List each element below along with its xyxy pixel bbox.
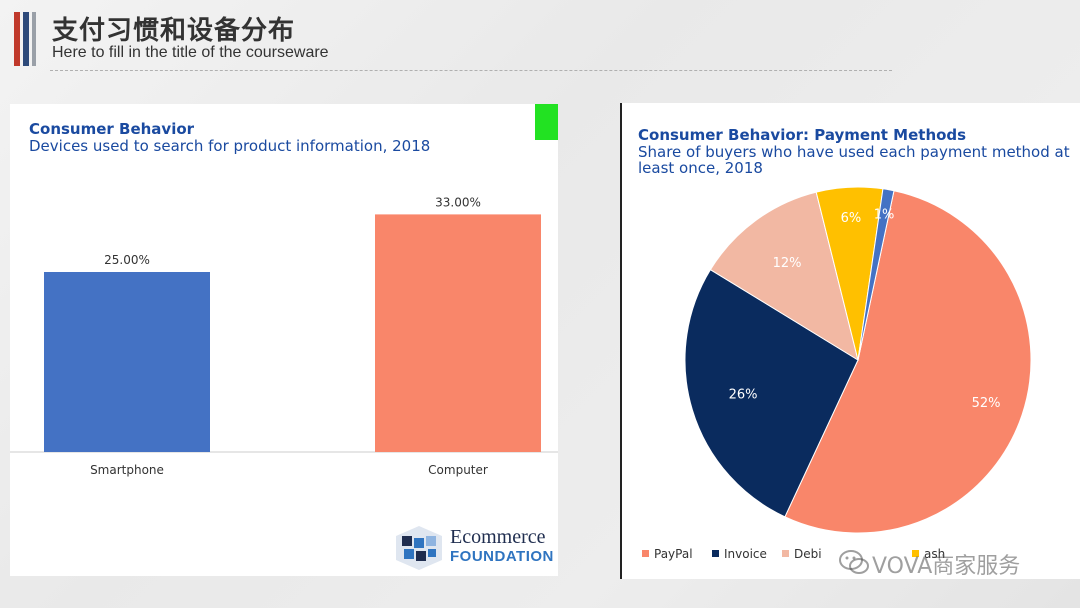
legend-swatch xyxy=(712,550,719,557)
pie-slice-cash xyxy=(857,188,895,361)
legend-label: PayPal xyxy=(654,547,693,561)
logo-line2: FOUNDATION xyxy=(450,548,554,565)
payment-chart-subtitle: Share of buyers who have used each payme… xyxy=(638,143,1070,177)
bar-computer xyxy=(375,214,541,452)
ecommerce-foundation-logo: Ecommerce FOUNDATION xyxy=(392,522,562,570)
accent-bar-blue xyxy=(23,12,29,66)
device-chart-subtitle: Devices used to search for product infor… xyxy=(29,137,431,155)
page-subtitle: Here to fill in the title of the coursew… xyxy=(52,44,329,61)
pie-slice-label: 6% xyxy=(841,211,862,226)
pie-slice-label: 52% xyxy=(972,396,1001,411)
x-tick-label: Smartphone xyxy=(90,463,164,477)
pie-slice-paypal xyxy=(784,190,1032,534)
payment-chart-panel: Consumer Behavior: Payment Methods Share… xyxy=(620,103,1080,579)
device-chart-title: Consumer Behavior xyxy=(29,120,195,138)
cube-logo-icon xyxy=(396,526,442,570)
watermark-text: VOVA商家服务 xyxy=(872,554,1021,579)
payment-pie-chart: 52% 26% 12% 6% 1% PayPal Invoice Debi ash xyxy=(642,186,1032,561)
legend-swatch xyxy=(782,550,789,557)
bar-value-label: 25.00% xyxy=(104,253,150,267)
device-bar-chart: 25.00% Smartphone 33.00% Computer xyxy=(10,195,558,477)
pie-slice-label: 12% xyxy=(773,256,802,271)
green-marker xyxy=(535,104,558,140)
accent-bar-red xyxy=(14,12,20,66)
pie-slice-invoice xyxy=(684,268,859,518)
bar-value-label: 33.00% xyxy=(435,195,481,209)
legend-label: Debi xyxy=(794,547,822,561)
legend-label: Invoice xyxy=(724,547,767,561)
accent-bar-gray xyxy=(32,12,36,66)
pie-slice-label: 26% xyxy=(729,388,758,403)
x-tick-label: Computer xyxy=(428,463,488,477)
legend-swatch xyxy=(642,550,649,557)
watermark: VOVA商家服务 xyxy=(838,544,1068,580)
payment-chart-title: Consumer Behavior: Payment Methods xyxy=(638,126,967,144)
legend-swatch xyxy=(912,550,919,557)
wechat-icon xyxy=(839,550,869,574)
page-title: 支付习惯和设备分布 xyxy=(52,16,296,46)
legend-label: ash xyxy=(924,547,945,561)
logo-line1: Ecommerce xyxy=(450,526,546,548)
header-divider xyxy=(50,70,892,71)
pie-slice-label: 1% xyxy=(874,207,895,222)
device-chart-panel: Consumer Behavior Devices used to search… xyxy=(10,104,558,576)
bar-smartphone xyxy=(44,272,210,452)
header-accent-bars xyxy=(14,12,44,66)
pie-slice-debit-credit-card xyxy=(709,191,859,362)
